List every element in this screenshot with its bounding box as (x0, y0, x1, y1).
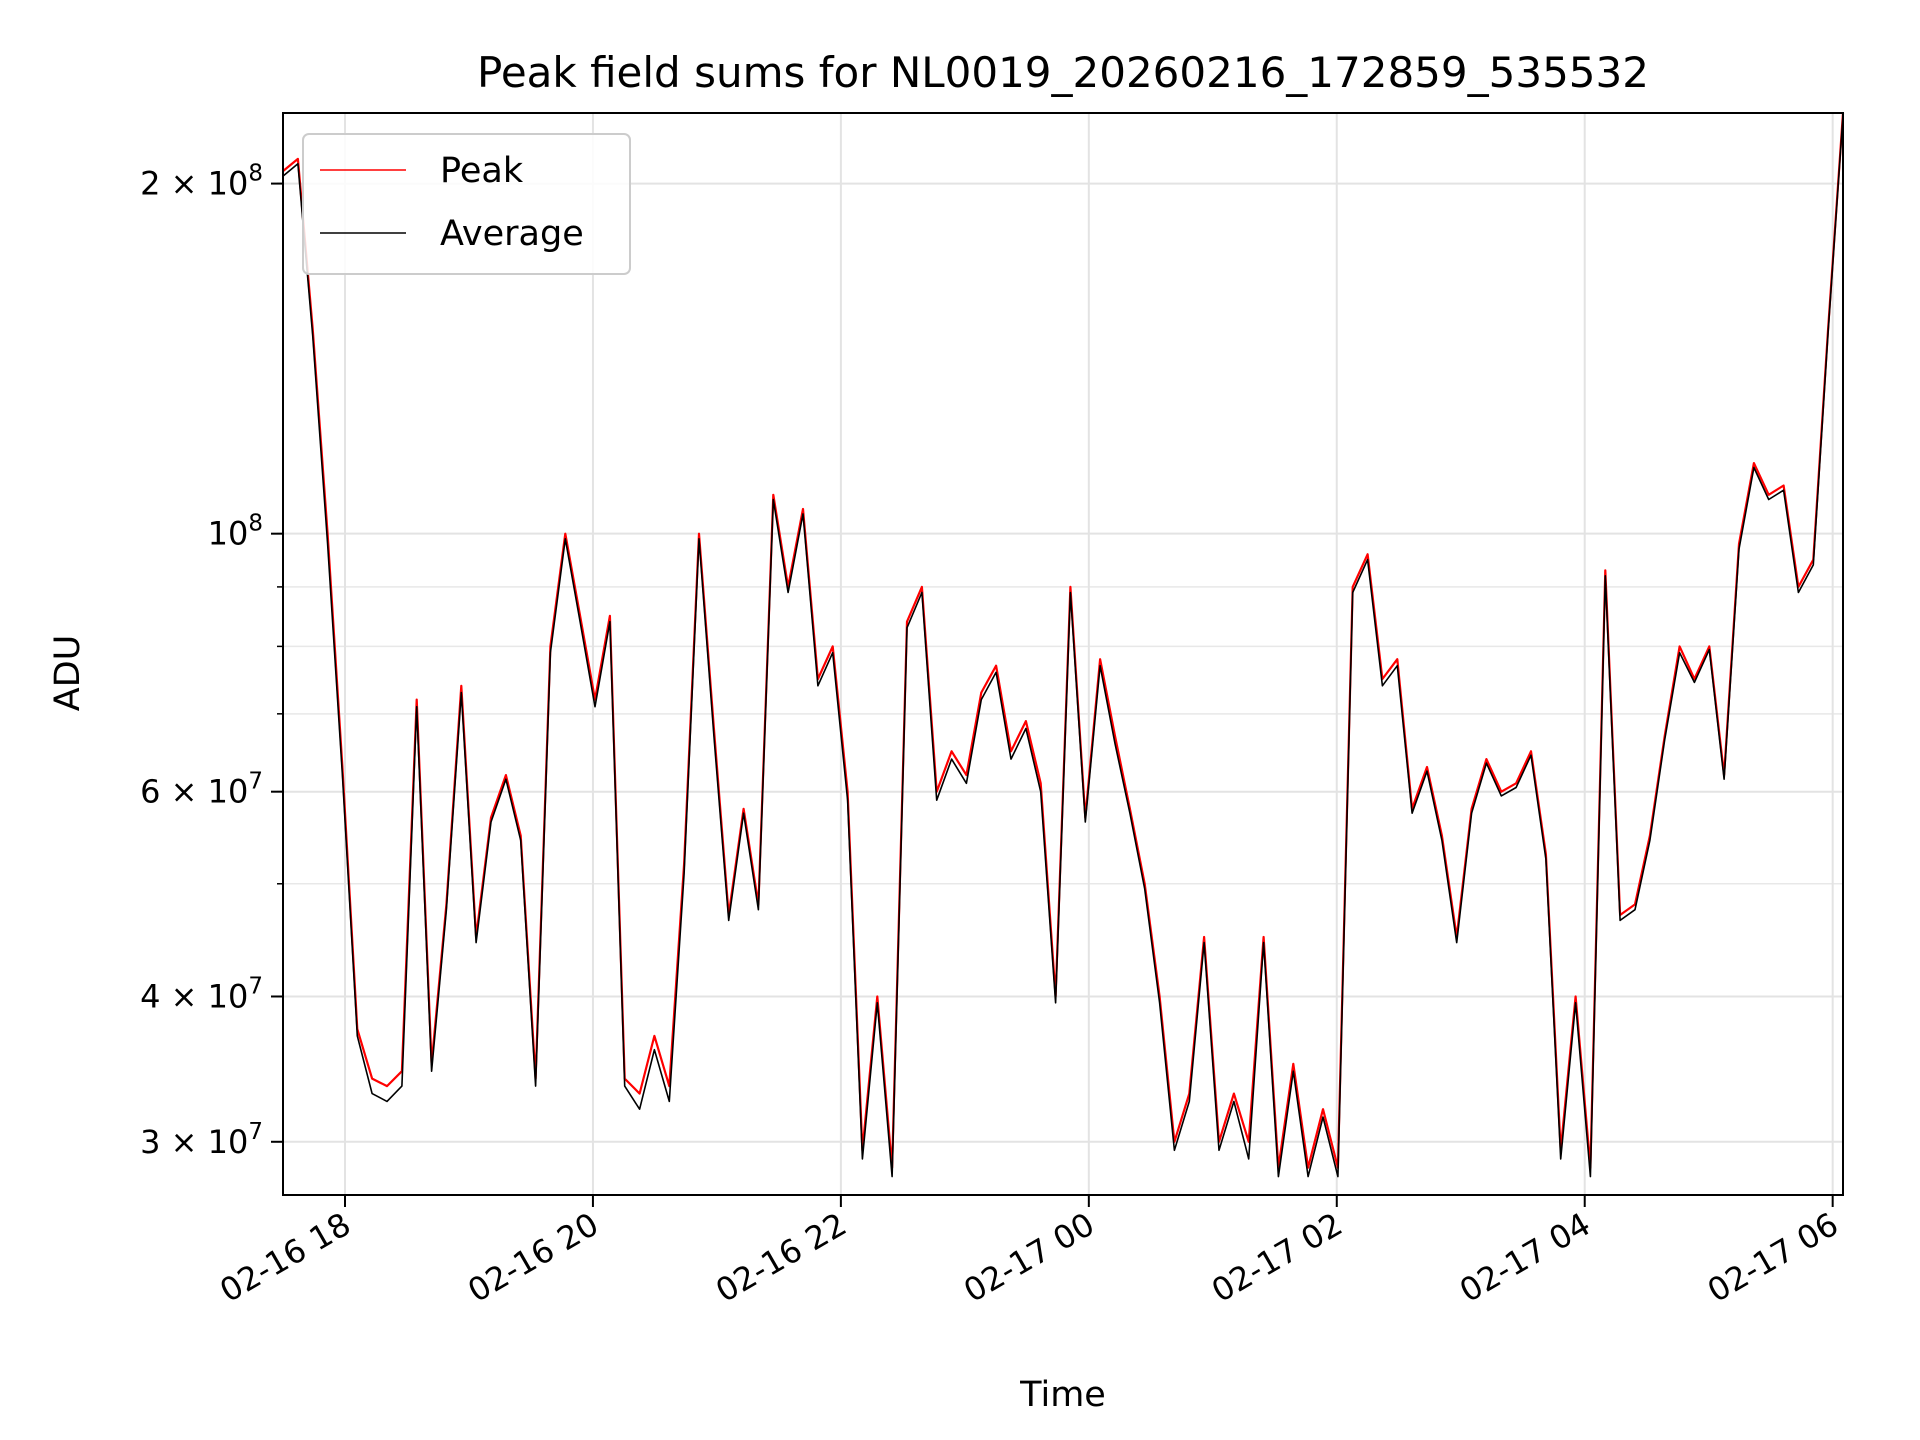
x-tick-label: 02-16 22 (709, 1205, 853, 1310)
y-tick-label: 6 × 107 (140, 769, 263, 811)
x-axis-ticks: 02-16 18 02-16 20 02-16 22 02-17 00 02-17 02… (213, 1195, 1845, 1310)
x-tick-label: 02-17 04 (1453, 1205, 1597, 1310)
y-axis-ticks: 2 × 108 108 6 × 107 4 × 107 3 × 107 (140, 161, 283, 1161)
x-tick-label: 02-16 18 (213, 1205, 357, 1310)
legend: Peak Average (302, 133, 631, 275)
legend-box (302, 133, 631, 275)
legend-label-average: Average (440, 214, 584, 254)
y-axis-label: ADU (48, 635, 88, 712)
plot-frame (282, 112, 1844, 1196)
x-tick-label: 02-17 06 (1701, 1205, 1845, 1310)
x-tick-label: 02-17 02 (1205, 1205, 1349, 1310)
legend-label-peak: Peak (440, 151, 524, 191)
x-tick-label: 02-16 20 (461, 1205, 605, 1310)
plot-lines (282, 112, 1845, 1178)
y-tick-label: 3 × 107 (140, 1119, 263, 1161)
x-tick-label: 02-17 00 (957, 1205, 1101, 1310)
series-line-average (282, 115, 1844, 1178)
y-tick-label: 2 × 108 (140, 161, 263, 203)
y-tick-label: 4 × 107 (140, 973, 263, 1015)
chart-title: Peak field sums for NL0019_20260216_1728… (477, 48, 1649, 97)
grid (283, 113, 1843, 1195)
x-axis-label: Time (1019, 1375, 1106, 1415)
y-tick-label: 108 (208, 511, 263, 553)
